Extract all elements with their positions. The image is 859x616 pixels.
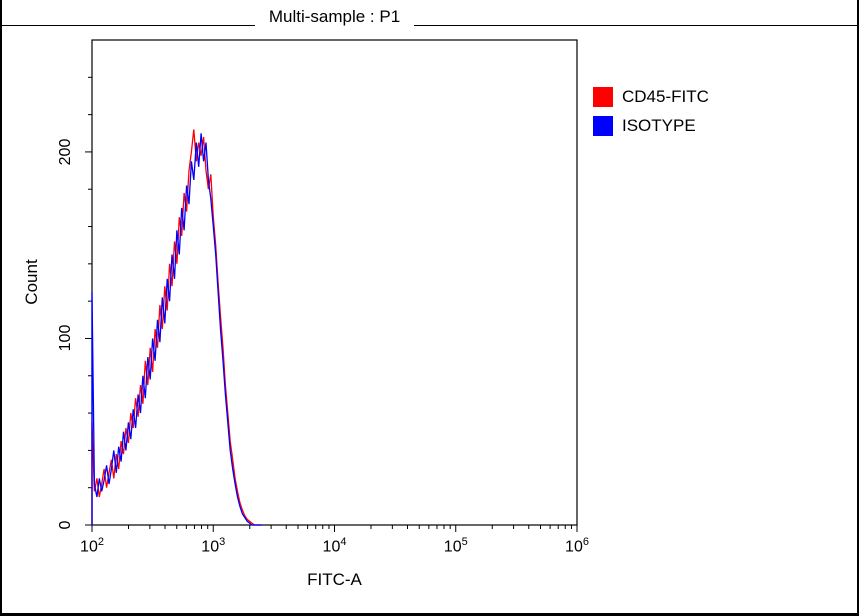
x-tick-label: 105 bbox=[443, 536, 468, 556]
x-axis-label: FITC-A bbox=[307, 570, 362, 589]
x-tick-label: 102 bbox=[80, 536, 104, 556]
legend-label: ISOTYPE bbox=[622, 116, 696, 135]
legend-item: CD45-FITC bbox=[593, 87, 709, 107]
title-rule bbox=[2, 25, 857, 26]
y-tick-label: 100 bbox=[57, 325, 74, 352]
legend-swatch-isotype bbox=[593, 116, 613, 136]
legend-swatch-cd45-fitc bbox=[593, 87, 613, 107]
legend: CD45-FITC ISOTYPE bbox=[593, 87, 709, 145]
y-tick-label: 200 bbox=[57, 138, 74, 166]
y-tick-label: 0 bbox=[57, 520, 74, 530]
x-tick-label: 103 bbox=[201, 536, 226, 556]
legend-item: ISOTYPE bbox=[593, 116, 709, 136]
series-isotype bbox=[91, 133, 262, 526]
chart-title: Multi-sample : P1 bbox=[92, 7, 577, 27]
x-tick-label: 104 bbox=[322, 536, 347, 556]
x-ticks bbox=[91, 525, 578, 532]
y-ticks bbox=[85, 76, 92, 526]
legend-label: CD45-FITC bbox=[622, 87, 709, 106]
chart-title-text: Multi-sample : P1 bbox=[254, 7, 415, 26]
x-tick-label: 106 bbox=[565, 536, 589, 556]
plot-frame bbox=[91, 39, 578, 526]
